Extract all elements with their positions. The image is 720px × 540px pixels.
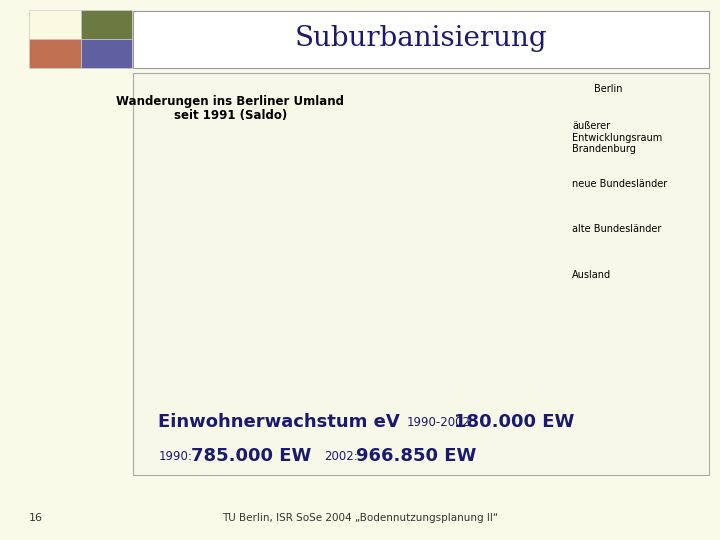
- Text: Wanderungen ins Berliner Umland
seit 1991 (Saldo): Wanderungen ins Berliner Umland seit 199…: [117, 94, 344, 123]
- Text: 180.000 EW: 180.000 EW: [454, 413, 574, 431]
- Text: 966.850 EW: 966.850 EW: [356, 447, 477, 465]
- Text: 785.000 EW: 785.000 EW: [191, 447, 311, 465]
- Text: Einwohnerwachstum eV: Einwohnerwachstum eV: [158, 413, 400, 431]
- Text: Ausland: Ausland: [572, 271, 611, 280]
- Text: 1990-2002:: 1990-2002:: [407, 416, 474, 429]
- Text: Suburbanisierung: Suburbanisierung: [295, 25, 547, 52]
- Text: neue Bundesländer: neue Bundesländer: [572, 179, 667, 188]
- Text: 2002:: 2002:: [324, 450, 358, 463]
- Text: Berlin: Berlin: [594, 84, 623, 94]
- Text: TU Berlin, ISR SoSe 2004 „Bodennutzungsplanung II“: TU Berlin, ISR SoSe 2004 „Bodennutzungsp…: [222, 514, 498, 523]
- Text: 16: 16: [29, 514, 42, 523]
- Text: äußerer
Entwicklungsraum
Brandenburg: äußerer Entwicklungsraum Brandenburg: [572, 121, 662, 154]
- Text: alte Bundesländer: alte Bundesländer: [572, 225, 662, 234]
- Text: 1990:: 1990:: [158, 450, 192, 463]
